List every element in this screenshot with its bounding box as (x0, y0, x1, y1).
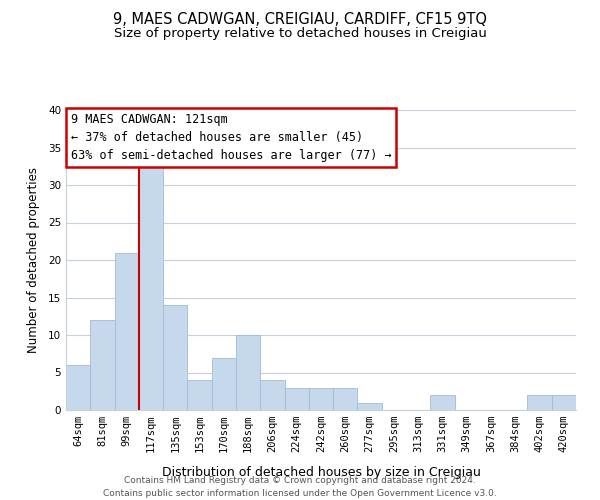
Bar (139, 162, 163, 410)
Bar (90, 320, 115, 410)
Text: 9, MAES CADWGAN, CREIGIAU, CARDIFF, CF15 9TQ: 9, MAES CADWGAN, CREIGIAU, CARDIFF, CF15… (113, 12, 487, 28)
Bar (236, 335, 260, 410)
Text: 9 MAES CADWGAN: 121sqm
← 37% of detached houses are smaller (45)
63% of semi-det: 9 MAES CADWGAN: 121sqm ← 37% of detached… (71, 113, 392, 162)
Bar (187, 380, 212, 410)
Bar (163, 305, 187, 410)
Bar (430, 395, 455, 410)
Bar (284, 388, 309, 410)
Bar (552, 395, 576, 410)
Y-axis label: Number of detached properties: Number of detached properties (26, 167, 40, 353)
Bar (527, 395, 552, 410)
Text: Contains HM Land Registry data © Crown copyright and database right 2024.
Contai: Contains HM Land Registry data © Crown c… (103, 476, 497, 498)
Bar (66, 365, 90, 410)
Bar (358, 402, 382, 410)
X-axis label: Distribution of detached houses by size in Creigiau: Distribution of detached houses by size … (161, 466, 481, 479)
Bar (333, 388, 358, 410)
Bar (309, 388, 333, 410)
Bar (115, 252, 139, 410)
Text: Size of property relative to detached houses in Creigiau: Size of property relative to detached ho… (113, 28, 487, 40)
Bar (212, 358, 236, 410)
Bar (260, 380, 284, 410)
